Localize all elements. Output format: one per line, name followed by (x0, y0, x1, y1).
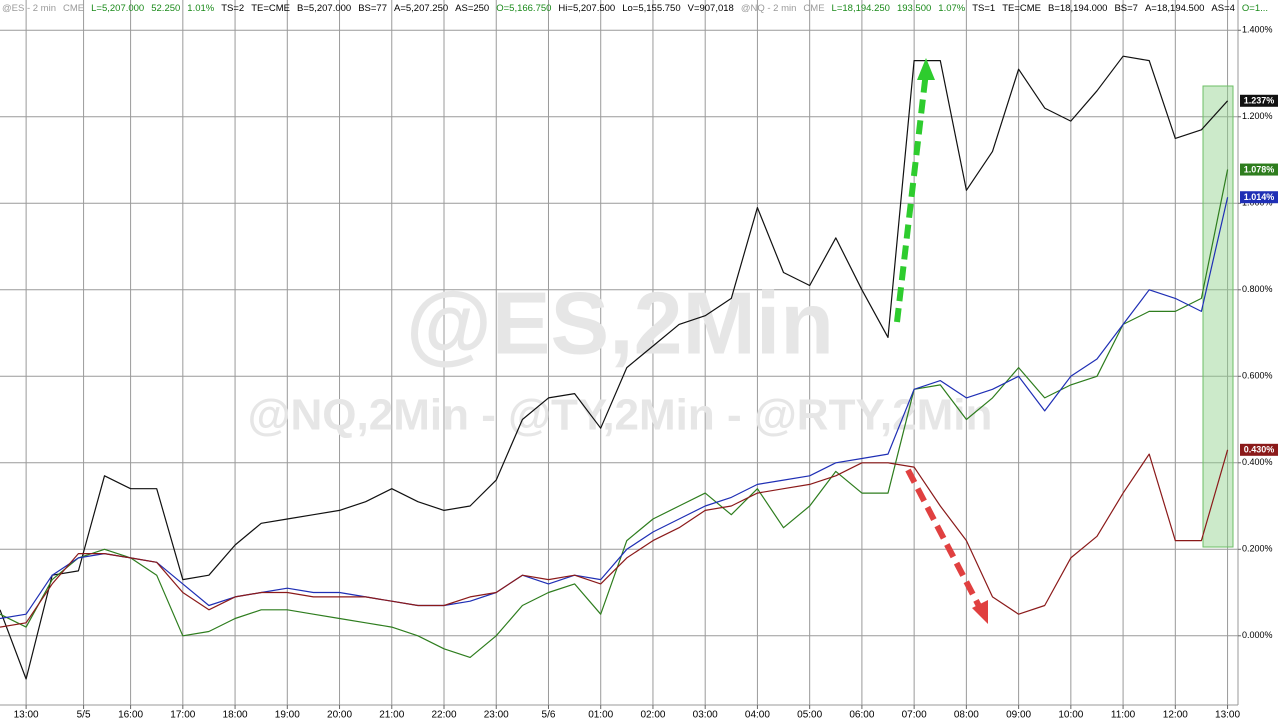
x-tick-label: 01:00 (588, 710, 613, 721)
x-tick-label: 21:00 (379, 710, 404, 721)
header-field: Lo=5,155.750 (622, 3, 680, 14)
series-line (0, 197, 1229, 620)
x-tick-label: 06:00 (849, 710, 874, 721)
header-field: O=1... (1242, 3, 1268, 14)
end-label-box (1240, 191, 1278, 204)
y-tick-label: 0.400% (1242, 457, 1273, 467)
header-field: O=5,166.750 (496, 3, 551, 14)
end-label: 1.014% (1244, 192, 1275, 202)
x-tick-label: 18:00 (223, 710, 248, 721)
y-tick-label: 0.000% (1242, 630, 1273, 640)
series-line (0, 449, 1229, 628)
x-tick-label: 13:00 (1215, 710, 1240, 721)
header: @ES - 2 min CME L=5,207.000 52.250 1.01% TS=2… (2, 3, 1268, 14)
x-tick-label: 16:00 (118, 710, 143, 721)
watermark: @NQ,2Min - @TY,2Min - @RTY,2Min (248, 391, 993, 440)
header-field: BS=77 (358, 3, 387, 14)
x-tick-label: 04:00 (745, 710, 770, 721)
header-field: TS=1 (972, 3, 995, 14)
x-tick-label: 22:00 (431, 710, 456, 721)
header-field: V=907,018 (688, 3, 734, 14)
x-tick-label: 09:00 (1006, 710, 1031, 721)
grid (0, 0, 1238, 705)
watermark: @ES,2Min (406, 273, 834, 372)
x-tick-label: 11:00 (1111, 710, 1136, 721)
annotation-arrowhead (917, 58, 935, 80)
x-tick-label: 10:00 (1058, 710, 1083, 721)
annotation-arrowhead (972, 600, 988, 624)
x-tick-label: 12:00 (1163, 710, 1188, 721)
x-tick-label: 07:00 (902, 710, 927, 721)
header-field: BS=7 (1114, 3, 1138, 14)
series-line (0, 169, 1229, 658)
lines (0, 55, 1229, 680)
header-field: AS=250 (455, 3, 489, 14)
end-label-box (1240, 443, 1278, 456)
x-tick-label: 23:00 (484, 710, 509, 721)
end-label: 1.237% (1244, 96, 1275, 106)
header-field: CME (63, 3, 84, 14)
series-line (0, 55, 1229, 680)
x-tick-label: 5/6 (542, 710, 556, 721)
header-field: 193.500 (897, 3, 931, 14)
x-tick-label: 17:00 (170, 710, 195, 721)
header-field: Hi=5,207.500 (558, 3, 615, 14)
end-label: 0.430% (1244, 445, 1275, 455)
x-tick-label: 05:00 (797, 710, 822, 721)
y-tick-label: 1.400% (1242, 25, 1273, 35)
x-tick-label: 08:00 (954, 710, 979, 721)
x-tick-label: 03:00 (693, 710, 718, 721)
x-tick-label: 20:00 (327, 710, 352, 721)
x-tick-label: 13:00 (14, 710, 39, 721)
axis-labels: 13:00 5/5 16:00 17:00 18:00 19:00 20:00 21:00 22… (14, 25, 1278, 721)
y-tick-label: 1.200% (1242, 111, 1273, 121)
end-label: 1.078% (1244, 164, 1275, 174)
header-field: TS=2 (221, 3, 244, 14)
header-field: A=18,194.500 (1145, 3, 1204, 14)
y-tick-label: 0.800% (1242, 284, 1273, 294)
end-label-box (1240, 163, 1278, 176)
highlight-region (1202, 85, 1234, 548)
header-field: A=5,207.250 (394, 3, 448, 14)
y-tick-label: 0.600% (1242, 371, 1273, 381)
y-tick-label: 0.200% (1242, 544, 1273, 554)
header-field: L=18,194.250 (832, 3, 890, 14)
end-label-box (1240, 94, 1278, 107)
annotation-arrow (905, 468, 983, 610)
header-field: B=18,194.000 (1048, 3, 1107, 14)
header-field: @ES - 2 min (2, 3, 56, 14)
header-field: B=5,207.000 (297, 3, 351, 14)
x-tick-label: 19:00 (275, 710, 300, 721)
header-field: @NQ - 2 min (741, 3, 797, 14)
header-field: 52.250 (151, 3, 180, 14)
header-field: AS=4 (1211, 3, 1235, 14)
header-field: 1.01% (187, 3, 214, 14)
x-tick-label: 5/5 (77, 710, 91, 721)
header-field: TE=CME (251, 3, 290, 14)
header-field: 1.07% (938, 3, 965, 14)
header-field: CME (803, 3, 824, 14)
x-tick-label: 02:00 (640, 710, 665, 721)
header-field: L=5,207.000 (91, 3, 144, 14)
header-field: TE=CME (1002, 3, 1041, 14)
